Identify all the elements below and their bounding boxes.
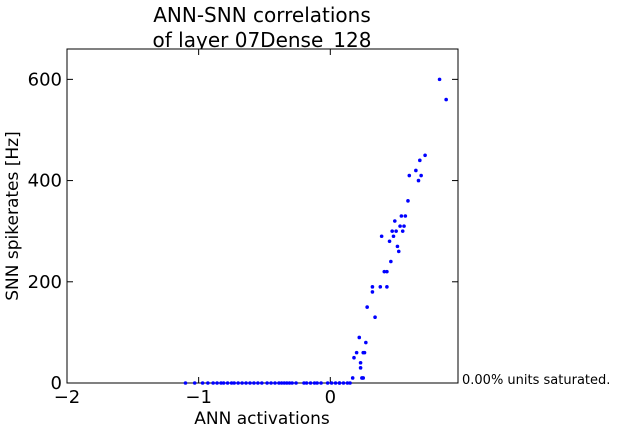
y-tick-label: 200 — [28, 272, 62, 293]
data-point — [315, 381, 319, 385]
data-point — [370, 285, 375, 289]
data-point — [232, 381, 236, 385]
data-point — [277, 381, 281, 385]
data-point — [290, 381, 294, 385]
data-point — [285, 381, 289, 385]
axis-ticks — [66, 49, 458, 384]
data-point — [373, 315, 377, 320]
data-point — [403, 214, 408, 218]
data-point — [273, 381, 277, 385]
data-point — [341, 381, 346, 385]
data-point — [385, 269, 389, 274]
data-point — [419, 173, 423, 178]
data-point — [183, 381, 188, 385]
data-point — [400, 229, 405, 233]
data-point — [325, 381, 330, 385]
data-point — [399, 214, 404, 218]
data-point — [414, 168, 418, 173]
data-point — [395, 244, 400, 249]
data-point — [387, 239, 392, 244]
data-point — [407, 173, 412, 178]
data-point — [382, 269, 387, 274]
data-point — [211, 381, 215, 385]
data-point — [308, 381, 313, 385]
data-point — [287, 381, 292, 385]
data-point — [269, 381, 273, 385]
x-tick-label: 0 — [325, 387, 336, 408]
data-point — [282, 381, 287, 385]
data-point — [378, 285, 383, 289]
data-point — [265, 381, 269, 385]
data-point — [302, 381, 306, 385]
data-point — [364, 340, 368, 345]
saturation-annotation: 0.00% units saturated. — [462, 373, 610, 388]
y-tick-label: 600 — [28, 69, 62, 90]
tick-labels: −2 −1 0 0 200 400 600 — [28, 69, 336, 408]
data-point — [362, 350, 367, 355]
data-point — [229, 381, 234, 385]
data-point — [437, 77, 442, 82]
data-point — [352, 355, 356, 360]
data-point — [390, 229, 394, 233]
y-tick-label: 0 — [51, 373, 62, 394]
data-point — [329, 381, 334, 385]
data-point — [348, 381, 352, 385]
data-point — [394, 229, 398, 233]
data-point — [279, 381, 284, 385]
data-point — [219, 381, 223, 385]
data-points — [183, 77, 448, 385]
data-point — [444, 97, 448, 102]
data-point — [416, 178, 421, 183]
data-point — [206, 381, 210, 385]
data-point — [385, 285, 389, 289]
data-point — [215, 381, 219, 385]
data-point — [358, 360, 363, 365]
y-axis-label: SNN spikerates [Hz] — [3, 131, 23, 300]
chart-title-line-1: ANN-SNN correlations — [153, 3, 371, 27]
data-point — [236, 381, 240, 385]
data-point — [252, 381, 256, 385]
data-point — [358, 366, 363, 370]
data-point — [370, 290, 375, 294]
chart-title-line-2: of layer 07Dense_128 — [153, 28, 372, 52]
x-tick-label: −1 — [185, 387, 212, 408]
data-point — [256, 381, 260, 385]
data-point — [319, 381, 323, 385]
data-point — [423, 153, 427, 158]
data-point — [361, 376, 366, 380]
x-axis-label: ANN activations — [194, 409, 330, 429]
data-point — [365, 305, 369, 309]
data-point — [391, 234, 396, 239]
data-point — [248, 381, 252, 385]
data-point — [294, 381, 298, 385]
data-point — [244, 381, 248, 385]
data-point — [312, 381, 317, 385]
data-point — [389, 259, 393, 264]
data-point — [393, 219, 397, 223]
data-point — [304, 381, 309, 385]
data-point — [406, 199, 410, 203]
data-point — [337, 381, 342, 385]
y-tick-label: 400 — [28, 171, 62, 192]
data-point — [333, 381, 338, 385]
data-point — [418, 158, 422, 163]
data-point — [240, 381, 244, 385]
data-point — [225, 381, 230, 385]
data-point — [354, 350, 359, 355]
data-point — [379, 234, 384, 239]
x-tick-label: −2 — [54, 387, 81, 408]
data-point — [192, 381, 197, 385]
data-point — [200, 381, 205, 385]
data-point — [350, 376, 355, 380]
data-point — [221, 381, 226, 385]
data-point — [396, 249, 401, 254]
data-point — [345, 381, 350, 385]
data-point — [398, 224, 402, 228]
data-point — [357, 335, 362, 340]
data-point — [402, 224, 406, 228]
data-point — [260, 381, 264, 385]
plot-area — [66, 48, 459, 384]
